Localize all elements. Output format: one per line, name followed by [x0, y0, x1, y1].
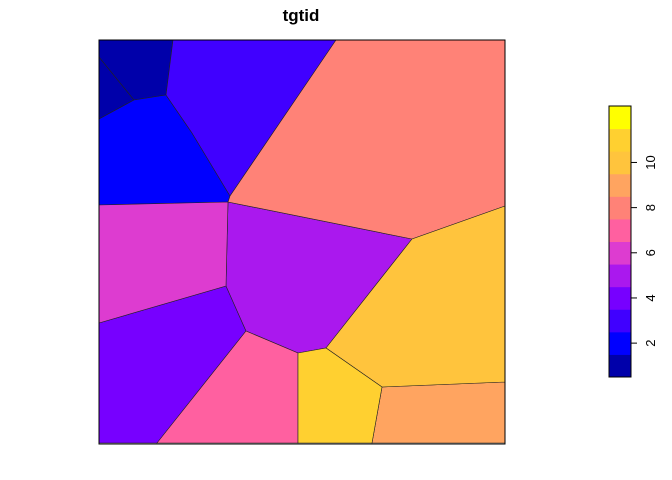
legend-frame — [608, 105, 632, 378]
legend-tick-label-10: 10 — [643, 155, 658, 169]
legend-swatch-4 — [609, 286, 631, 310]
chart-title: tgtid — [283, 6, 320, 25]
voronoi-cell-12 — [297, 347, 383, 444]
legend-swatch-1 — [609, 354, 631, 378]
legend-tick-label-8: 8 — [643, 204, 658, 211]
legend-tick-label-4: 4 — [643, 294, 658, 301]
voronoi-cells — [98, 39, 506, 444]
legend-swatch-12 — [609, 106, 631, 130]
legend-swatch-9 — [609, 173, 631, 197]
legend-swatch-3 — [609, 309, 631, 333]
legend-swatch-8 — [609, 196, 631, 220]
voronoi-cell-10 — [371, 381, 506, 444]
color-legend: 2 4 6 8 10 — [608, 105, 658, 378]
legend-tick-label-6: 6 — [643, 249, 658, 256]
plot-frame — [98, 39, 506, 445]
legend-tick-label-2: 2 — [643, 340, 658, 347]
legend-swatch-10 — [609, 151, 631, 175]
voronoi-cell-11 — [325, 205, 506, 388]
legend-swatch-7 — [609, 218, 631, 242]
legend-swatch-6 — [609, 241, 631, 265]
legend-swatch-11 — [609, 128, 631, 152]
legend-swatch-2 — [609, 331, 631, 355]
legend-swatch-5 — [609, 264, 631, 288]
